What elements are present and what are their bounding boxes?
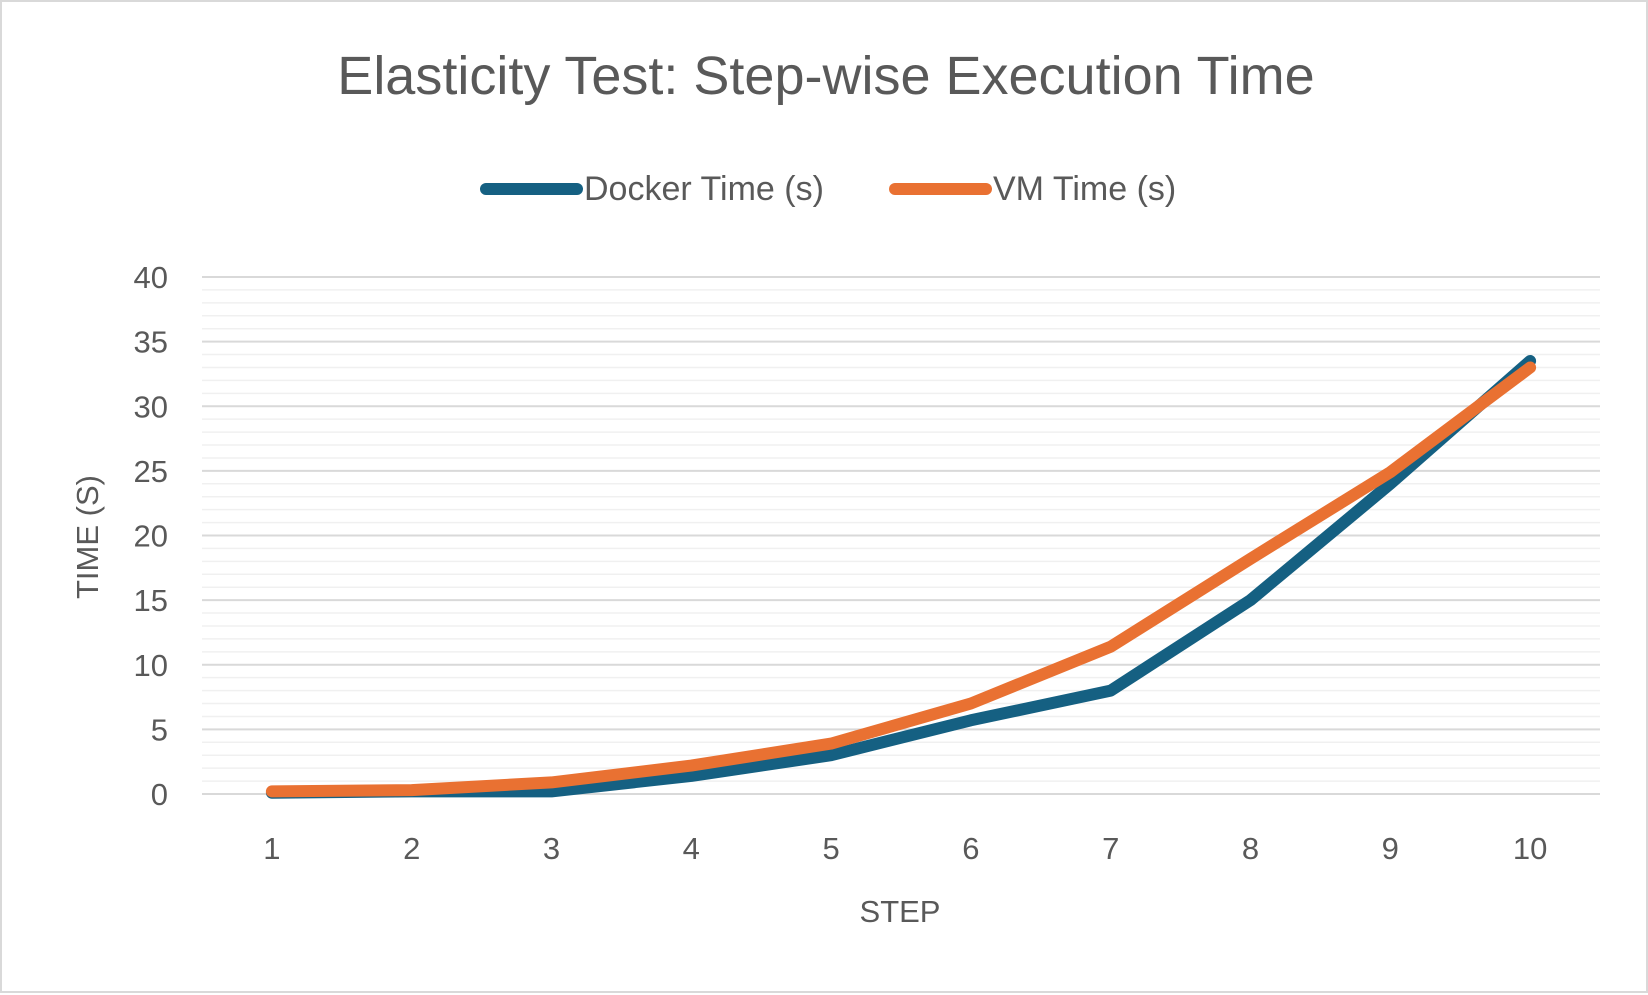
series-line-vm-time [265,361,1537,798]
legend-label: VM Time (s) [993,170,1176,208]
x-tick-label: 8 [1242,831,1259,866]
legend-label: Docker Time (s) [584,170,824,208]
x-axis-title: STEP [860,894,941,929]
legend: Docker Time (s) VM Time (s) [480,170,1176,208]
y-tick-label: 0 [151,777,168,812]
y-tick-label: 30 [134,389,168,424]
x-tick-label: 9 [1382,831,1399,866]
x-tick-label: 6 [962,831,979,866]
y-tick-label: 20 [134,519,168,554]
x-tick-label: 2 [403,831,420,866]
x-axis-ticks: 1 2 3 4 5 6 7 8 9 10 [263,831,1547,866]
chart-title: Elasticity Test: Step-wise Execution Tim… [337,46,1314,106]
y-tick-label: 10 [134,648,168,683]
y-axis-title: TIME (S) [70,475,105,599]
x-tick-label: 5 [822,831,839,866]
x-tick-label: 3 [543,831,560,866]
y-axis-ticks: 0 5 10 15 20 25 30 35 40 [134,260,168,812]
series-lines [265,355,1537,799]
gridlines [202,276,1600,795]
y-tick-label: 25 [134,454,168,489]
y-tick-label: 35 [134,325,168,360]
y-tick-label: 15 [134,583,168,618]
x-tick-label: 7 [1102,831,1119,866]
x-tick-label: 1 [263,831,280,866]
y-tick-label: 5 [151,712,168,747]
x-tick-label: 10 [1513,831,1547,866]
y-tick-label: 40 [134,260,168,295]
x-tick-label: 4 [683,831,700,866]
